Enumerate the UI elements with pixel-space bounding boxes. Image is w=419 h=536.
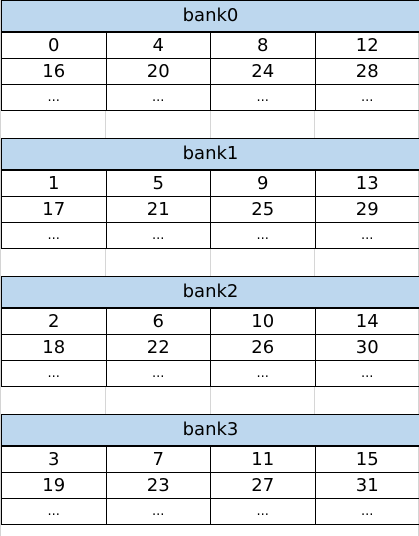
bank-header: bank3: [1, 414, 419, 446]
table-cell: ...: [210, 360, 316, 387]
gridline: [314, 111, 315, 138]
table-row: 3 7 11 15: [1, 446, 419, 473]
table-cell: 3: [1, 446, 107, 473]
bank-block-1: bank1 1 5 9 13 17 21 25 29 ... ... ... .…: [1, 138, 419, 249]
table-cell: 15: [314, 446, 419, 473]
table-row: 18 22 26 30: [1, 334, 419, 361]
table-cell: 21: [105, 196, 211, 223]
table-cell: 6: [105, 308, 211, 335]
bank-table: 2 6 10 14 18 22 26 30 ... ... ... ...: [1, 308, 419, 387]
spacer-gap: [1, 249, 418, 276]
table-cell: ...: [105, 84, 211, 111]
spacer-gap: [1, 387, 418, 414]
table-cell: 16: [1, 58, 107, 85]
table-cell: 7: [105, 446, 211, 473]
table-row: 1 5 9 13: [1, 170, 419, 197]
table-row: ... ... ... ...: [1, 498, 419, 525]
table-cell: ...: [1, 222, 107, 249]
table-cell: ...: [105, 222, 211, 249]
table-cell: 14: [314, 308, 419, 335]
bank-table: 0 4 8 12 16 20 24 28 ... ... ... ...: [1, 32, 419, 111]
table-cell: 11: [210, 446, 316, 473]
gridline: [314, 387, 315, 414]
gridline: [314, 249, 315, 276]
table-row: 17 21 25 29: [1, 196, 419, 223]
table-cell: ...: [314, 84, 419, 111]
table-cell: 29: [314, 196, 419, 223]
bank-block-0: bank0 0 4 8 12 16 20 24 28 ... ... ... .…: [1, 0, 419, 111]
bank-header: bank2: [1, 276, 419, 308]
table-cell: 18: [1, 334, 107, 361]
spacer-gap: [1, 111, 418, 138]
table-cell: 20: [105, 58, 211, 85]
table-cell: 9: [210, 170, 316, 197]
table-cell: 17: [1, 196, 107, 223]
bank-table: 3 7 11 15 19 23 27 31 ... ... ... ...: [1, 446, 419, 525]
table-cell: 19: [1, 472, 107, 499]
table-cell: ...: [210, 84, 316, 111]
table-row: 19 23 27 31: [1, 472, 419, 499]
table-cell: 2: [1, 308, 107, 335]
table-cell: 1: [1, 170, 107, 197]
table-row: ... ... ... ...: [1, 84, 419, 111]
table-row: ... ... ... ...: [1, 222, 419, 249]
table-cell: ...: [1, 360, 107, 387]
table-cell: 5: [105, 170, 211, 197]
table-cell: 10: [210, 308, 316, 335]
table-row: 0 4 8 12: [1, 32, 419, 59]
table-cell: 27: [210, 472, 316, 499]
table-cell: ...: [314, 360, 419, 387]
table-cell: 13: [314, 170, 419, 197]
bank-block-2: bank2 2 6 10 14 18 22 26 30 ... ... ... …: [1, 276, 419, 387]
table-cell: 4: [105, 32, 211, 59]
bank-header: bank0: [1, 0, 419, 32]
gridline: [210, 249, 211, 276]
bank-header: bank1: [1, 138, 419, 170]
table-cell: 12: [314, 32, 419, 59]
table-cell: 0: [1, 32, 107, 59]
table-row: 2 6 10 14: [1, 308, 419, 335]
table-cell: 25: [210, 196, 316, 223]
table-cell: 31: [314, 472, 419, 499]
gridline: [210, 111, 211, 138]
table-cell: ...: [105, 498, 211, 525]
table-cell: ...: [314, 222, 419, 249]
table-cell: ...: [1, 498, 107, 525]
table-row: ... ... ... ...: [1, 360, 419, 387]
table-row: 16 20 24 28: [1, 58, 419, 85]
table-cell: ...: [1, 84, 107, 111]
table-cell: 8: [210, 32, 316, 59]
table-cell: 30: [314, 334, 419, 361]
gridline: [210, 387, 211, 414]
table-cell: ...: [105, 360, 211, 387]
table-cell: ...: [314, 498, 419, 525]
bank-table: 1 5 9 13 17 21 25 29 ... ... ... ...: [1, 170, 419, 249]
table-cell: 26: [210, 334, 316, 361]
table-cell: ...: [210, 498, 316, 525]
table-cell: 24: [210, 58, 316, 85]
table-cell: 23: [105, 472, 211, 499]
bank-block-3: bank3 3 7 11 15 19 23 27 31 ... ... ... …: [1, 414, 419, 525]
table-cell: 22: [105, 334, 211, 361]
gridline: [105, 249, 106, 276]
gridline: [105, 387, 106, 414]
gridline: [105, 111, 106, 138]
table-cell: ...: [210, 222, 316, 249]
table-cell: 28: [314, 58, 419, 85]
